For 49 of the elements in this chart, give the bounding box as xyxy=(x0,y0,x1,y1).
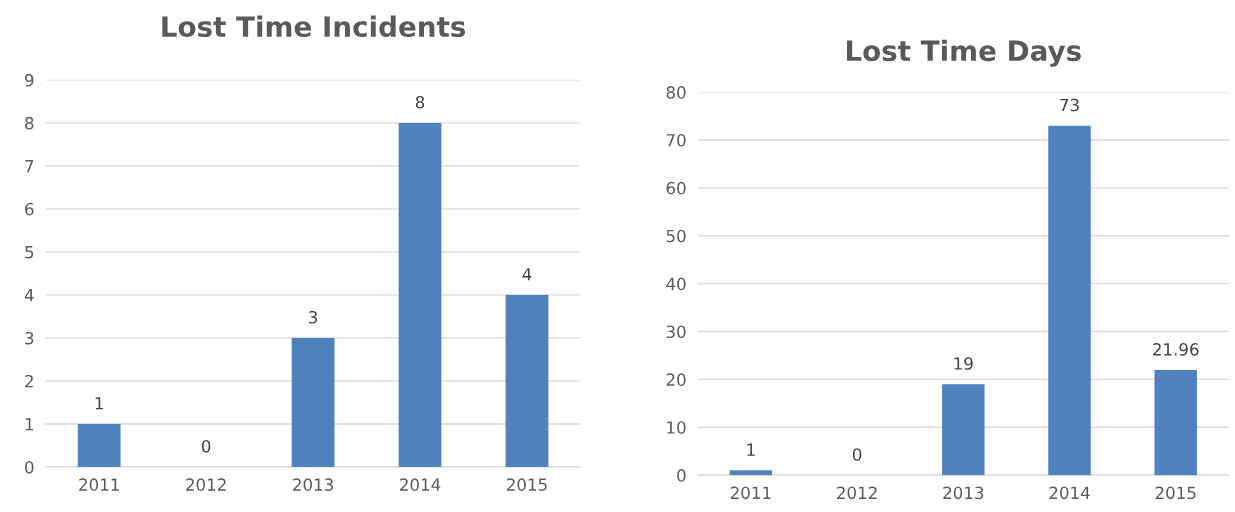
y-tick-label: 40 xyxy=(666,277,686,291)
data-label: 0 xyxy=(852,448,862,461)
x-tick-label: 2011 xyxy=(79,478,119,491)
x-tick-label: 2014 xyxy=(400,478,441,491)
x-tick-label: 2015 xyxy=(1155,486,1196,500)
chart-title: Lost Time Incidents xyxy=(162,15,466,38)
chart-title: Lost Time Days xyxy=(846,39,1081,67)
x-tick-label: 2012 xyxy=(186,478,226,491)
x-tick-label: 2013 xyxy=(943,486,984,500)
y-tick-label: 30 xyxy=(666,325,686,339)
y-tick-label: 20 xyxy=(666,373,686,386)
y-tick-label: 5 xyxy=(25,246,34,259)
y-tick-label: 3 xyxy=(25,331,34,345)
data-label: 73 xyxy=(1060,98,1079,112)
data-label: 4 xyxy=(522,268,532,281)
y-tick-label: 9 xyxy=(25,73,34,87)
data-label: 8 xyxy=(415,95,425,109)
y-tick-label: 60 xyxy=(666,181,686,195)
x-tick-label: 2011 xyxy=(730,486,771,500)
y-tick-label: 70 xyxy=(666,133,686,147)
y-tick-label: 4 xyxy=(24,289,34,302)
bar xyxy=(505,294,549,467)
data-label: 21.96 xyxy=(1153,343,1199,356)
y-tick-label: 8 xyxy=(25,116,34,130)
bar xyxy=(942,384,985,476)
y-tick-label: 0 xyxy=(677,469,686,482)
bar xyxy=(398,122,442,467)
x-tick-label: 2013 xyxy=(293,478,333,491)
y-tick-label: 0 xyxy=(25,460,34,474)
bar xyxy=(729,470,773,476)
x-tick-label: 2014 xyxy=(1049,486,1090,500)
y-tick-label: 2 xyxy=(25,374,33,388)
bar xyxy=(1154,370,1197,476)
y-tick-label: 7 xyxy=(25,160,34,173)
x-tick-label: 2012 xyxy=(837,486,877,500)
y-tick-label: 10 xyxy=(667,421,686,434)
data-label: 1 xyxy=(95,397,103,410)
x-tick-label: 2015 xyxy=(506,478,547,491)
bar xyxy=(1048,125,1091,476)
y-tick-label: 50 xyxy=(666,229,686,243)
data-label: 1 xyxy=(747,443,755,456)
data-label: 19 xyxy=(954,357,973,370)
bar xyxy=(291,337,335,467)
data-label: 0 xyxy=(201,440,211,453)
y-tick-label: 1 xyxy=(25,418,34,431)
y-tick-label: 6 xyxy=(25,202,34,216)
bar xyxy=(77,423,121,467)
y-tick-label: 80 xyxy=(666,86,686,99)
data-label: 3 xyxy=(309,310,318,324)
